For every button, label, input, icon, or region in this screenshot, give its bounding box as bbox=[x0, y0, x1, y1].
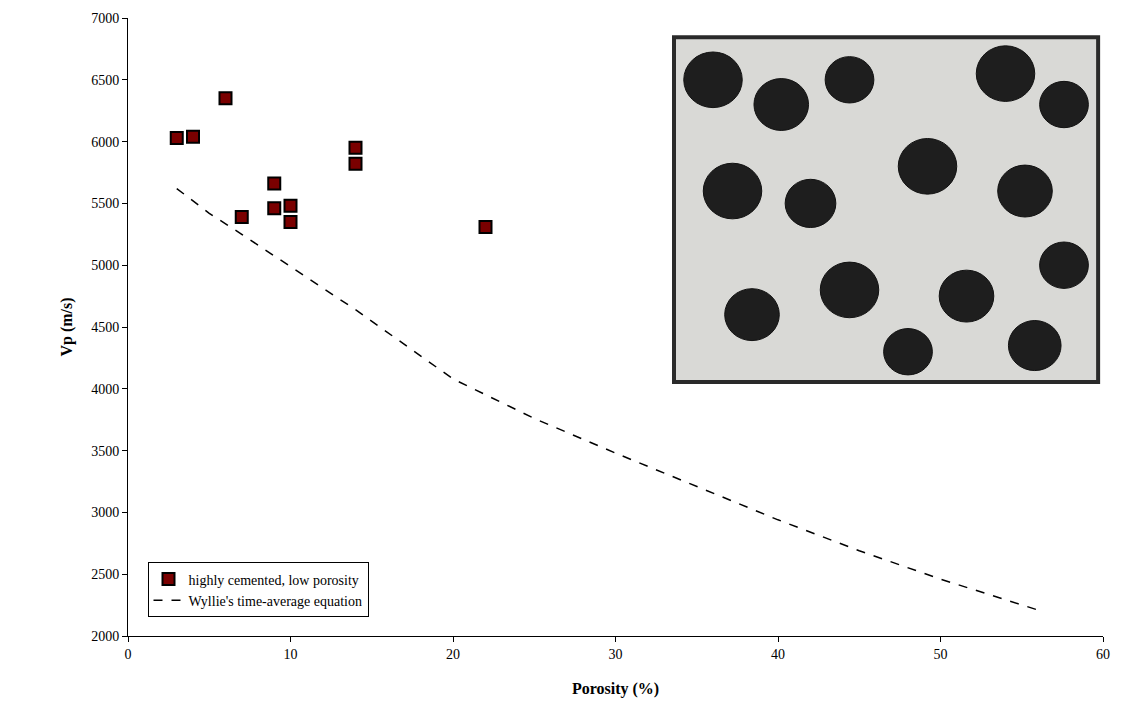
svg-text:2500: 2500 bbox=[91, 567, 119, 582]
svg-text:20: 20 bbox=[446, 647, 460, 662]
svg-text:10: 10 bbox=[284, 647, 298, 662]
svg-text:60: 60 bbox=[1096, 647, 1110, 662]
svg-text:5000: 5000 bbox=[91, 258, 119, 273]
svg-text:3000: 3000 bbox=[91, 505, 119, 520]
svg-text:30: 30 bbox=[609, 647, 623, 662]
svg-text:6000: 6000 bbox=[91, 135, 119, 150]
svg-text:4500: 4500 bbox=[91, 320, 119, 335]
svg-text:6500: 6500 bbox=[91, 73, 119, 88]
svg-text:0: 0 bbox=[125, 647, 132, 662]
svg-text:Vp (m/s): Vp (m/s) bbox=[58, 297, 76, 356]
svg-text:4000: 4000 bbox=[91, 382, 119, 397]
svg-text:3500: 3500 bbox=[91, 444, 119, 459]
svg-text:Porosity (%): Porosity (%) bbox=[572, 680, 659, 698]
svg-text:40: 40 bbox=[771, 647, 785, 662]
svg-text:5500: 5500 bbox=[91, 196, 119, 211]
svg-text:50: 50 bbox=[934, 647, 948, 662]
svg-text:7000: 7000 bbox=[91, 11, 119, 26]
svg-text:2000: 2000 bbox=[91, 629, 119, 644]
svg-text:Wyllie's time-average equation: Wyllie's time-average equation bbox=[189, 594, 363, 609]
svg-text:highly cemented, low porosity: highly cemented, low porosity bbox=[189, 573, 359, 588]
